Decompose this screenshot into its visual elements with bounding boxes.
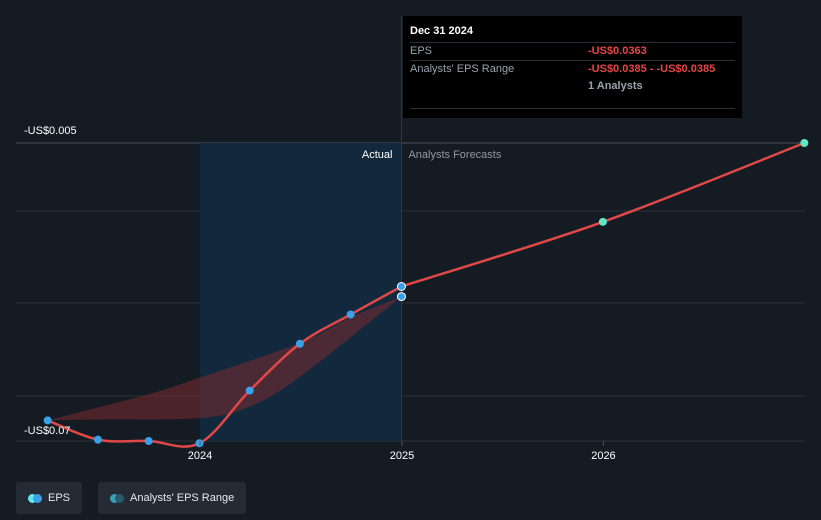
tooltip-eps-label: EPS: [410, 45, 433, 57]
tooltip-date: Dec 31 2024: [410, 25, 473, 37]
gridlines: [16, 142, 805, 442]
tooltip-range-value: -US$0.0385 - -US$0.0385: [588, 63, 716, 75]
eps-line: [47, 285, 403, 448]
eps-forecast-line: [401, 141, 805, 288]
x-axis-ticks: 2024 2025 2026: [188, 441, 616, 462]
y-tick-label-bottom: -US$0.07: [24, 425, 70, 437]
eps-forecast-point: [598, 217, 607, 226]
y-tick-label-top: -US$0.005: [24, 125, 77, 137]
x-tick-label: 2025: [390, 450, 414, 462]
eps-point: [396, 281, 406, 291]
eps-point: [195, 439, 204, 448]
legend-range-label: Analysts' EPS Range: [130, 492, 235, 504]
legend-eps-label: EPS: [48, 492, 71, 504]
chart-legend: EPS Analysts' EPS Range: [16, 482, 247, 514]
eps-legend-icon: [28, 493, 42, 503]
eps-point: [144, 437, 153, 445]
tooltip-range-row: Analysts' EPS Range -US$0.0385 - -US$0.0…: [410, 60, 735, 78]
tooltip-analysts-count: 1 Analysts: [588, 80, 643, 92]
actual-region-label: Actual: [362, 149, 393, 161]
eps-forecast-point: [800, 139, 809, 147]
tooltip-analysts-row: 1 Analysts: [410, 78, 735, 95]
data-points: [43, 139, 809, 448]
eps-range-point: [396, 292, 406, 302]
eps-point: [43, 416, 52, 425]
x-tick-label: 2024: [188, 450, 212, 462]
tooltip-eps-value: -US$0.0363: [588, 45, 647, 57]
hover-tooltip: Dec 31 2024 EPS -US$0.0363 Analysts' EPS…: [403, 16, 742, 118]
legend-eps-toggle[interactable]: EPS: [16, 482, 83, 514]
x-tick-label: 2026: [591, 450, 615, 462]
eps-point: [346, 310, 355, 319]
forecast-region-label: Analysts Forecasts: [408, 149, 501, 161]
eps-range-legend-icon: [110, 493, 125, 503]
tooltip-divider: [410, 108, 735, 109]
analysts-eps-range-area: [47, 296, 402, 421]
tooltip-range-label: Analysts' EPS Range: [410, 63, 515, 75]
tooltip-eps-row: EPS -US$0.0363: [410, 42, 735, 60]
eps-point: [93, 435, 102, 444]
eps-point: [295, 339, 304, 348]
eps-point: [245, 386, 254, 395]
legend-eps-range-toggle[interactable]: Analysts' EPS Range: [98, 482, 247, 514]
